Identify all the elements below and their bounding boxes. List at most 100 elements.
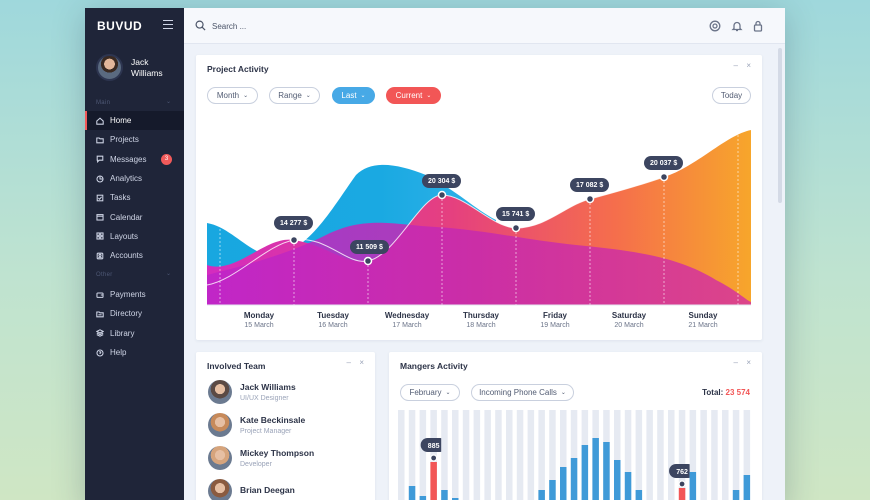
bar[interactable] [614,460,621,500]
directory-icon [96,310,104,318]
brand-logo[interactable]: BUVUD [97,19,143,33]
bar[interactable] [408,486,416,500]
users-icon [96,252,104,260]
total-label: Total: [702,388,724,397]
page-scrollbar[interactable] [778,48,782,203]
close-icon[interactable]: × [359,358,364,367]
sidebar-item-accounts[interactable]: Accounts [85,246,184,265]
sidebar-item-calendar[interactable]: Calendar [85,207,184,226]
bar[interactable] [592,438,599,500]
month-select[interactable]: February ⌄ [400,384,460,401]
bar[interactable] [570,458,578,500]
minimize-icon[interactable]: – [733,358,738,367]
sidebar-item-label: Layouts [110,231,139,241]
day-label: Wednesday [384,311,430,320]
range-filter[interactable]: Range ⌄ [269,87,320,104]
bell-icon[interactable] [731,19,743,32]
bar[interactable] [538,490,545,500]
current-filter[interactable]: Current ⌄ [386,87,441,104]
bar-track [668,410,675,500]
team-member[interactable]: Kate Beckinsale Project Manager [208,413,305,437]
sidebar-item-tasks[interactable]: Tasks [85,188,184,207]
avatar [208,380,232,404]
bar[interactable] [430,462,437,500]
bar[interactable] [452,498,459,500]
search-icon[interactable] [195,20,206,31]
bar-tooltip [420,438,447,452]
sidebar-item-layouts[interactable]: Layouts [85,227,184,246]
section-label-other: Other [96,272,113,278]
close-icon[interactable]: × [746,61,751,70]
bar-track [516,410,524,500]
sidebar-item-messages[interactable]: Messages 3 [85,150,184,169]
tooltip-value: 20 304 $ [422,174,462,188]
sidebar-item-label: Help [110,348,127,358]
month-filter[interactable]: Month ⌄ [207,87,258,104]
close-icon[interactable]: × [746,358,751,367]
sidebar-item-analytics[interactable]: Analytics [85,169,184,188]
wallet-icon [96,291,104,299]
point-friday[interactable] [511,223,521,233]
point-saturday[interactable] [585,194,595,204]
team-member-name: Mickey Thompson [240,448,315,458]
bar-track [398,410,405,500]
team-member[interactable]: Mickey Thompson Developer [208,446,314,470]
menu-toggle-icon[interactable] [163,20,173,30]
bar[interactable] [419,496,427,500]
bar[interactable] [549,480,556,500]
point-thursday[interactable] [437,190,447,200]
team-member[interactable]: Jack Williams UI/UX Designer [208,380,296,404]
minimize-icon[interactable]: – [733,61,738,70]
settings-icon[interactable] [709,19,721,32]
bar[interactable] [732,490,740,500]
chevron-down-icon: ⌄ [445,390,451,396]
lock-icon[interactable] [752,19,764,32]
bar-track [473,410,481,500]
sidebar-item-label: Accounts [110,251,143,261]
day-date: 19 March [540,322,570,329]
team-member[interactable]: Brian Deegan [208,479,295,500]
last-filter[interactable]: Last ⌄ [332,87,375,104]
day-label: Thursday [462,311,499,320]
metric-select[interactable]: Incoming Phone Calls ⌄ [471,384,574,401]
project-activity-card: Project Activity – × Month ⌄ Range ⌄ Last ⌄… [196,55,762,340]
sidebar-item-home[interactable]: Home [85,111,184,131]
point-sunday[interactable] [659,172,669,182]
last-filter-label: Last [341,91,357,100]
bar-track [635,410,643,500]
bar[interactable] [678,488,686,500]
sidebar-item-payments[interactable]: Payments [85,285,184,304]
bar[interactable] [560,467,567,500]
bar[interactable] [689,472,697,500]
today-button[interactable]: Today [712,87,751,104]
guide-lines [219,135,739,305]
search-input[interactable] [212,19,412,33]
avatar [208,479,232,500]
team-member-text: Kate Beckinsale Project Manager [240,415,305,435]
bar[interactable] [603,442,610,500]
sidebar-item-library[interactable]: Library [85,324,184,343]
total-summary: Total: 23 574 [702,388,750,397]
bar[interactable] [441,490,448,500]
chevron-down-icon[interactable]: ⌄ [165,271,171,277]
minimize-icon[interactable]: – [346,358,351,367]
bar[interactable] [581,445,589,500]
bar[interactable] [635,490,643,500]
bar-track [419,410,427,500]
bar[interactable] [743,475,751,500]
point-wednesday[interactable] [363,256,373,266]
point-tuesday[interactable] [289,235,299,245]
bar-tooltip [669,464,696,478]
bar-track [527,410,535,500]
sidebar-item-label: Tasks [110,193,131,203]
sidebar-item-directory[interactable]: Directory [85,304,184,323]
user-profile[interactable]: Jack Williams [96,54,177,81]
avatar [96,54,123,81]
chevron-down-icon[interactable]: ⌄ [165,99,171,105]
day-label: Tuesday [317,311,349,320]
chevron-down-icon: ⌄ [243,93,249,99]
sidebar-item-help[interactable]: Help [85,343,184,362]
bar[interactable] [624,472,632,500]
pie-icon [96,174,104,183]
sidebar-item-projects[interactable]: Projects [85,130,184,149]
